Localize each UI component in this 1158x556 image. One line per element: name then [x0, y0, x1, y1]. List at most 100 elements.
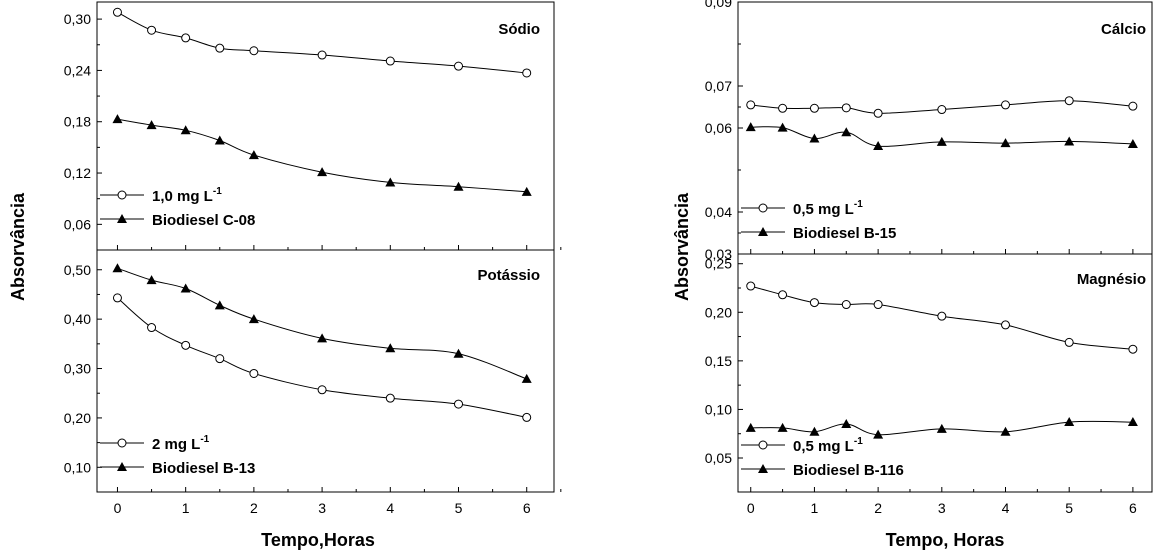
x-tick-label: 6 — [1129, 500, 1137, 516]
data-point-triangle — [1000, 138, 1011, 148]
y-tick-label: 0,50 — [64, 262, 91, 278]
data-point-circle — [1001, 320, 1011, 330]
data-point-triangle — [1000, 426, 1011, 436]
data-point-triangle — [841, 419, 852, 428]
y-tick-label: 0,10 — [64, 459, 91, 475]
data-point-circle — [937, 311, 947, 321]
data-point-circle — [317, 385, 327, 395]
series-line — [750, 285, 1133, 350]
data-point-triangle — [317, 167, 328, 177]
data-point-triangle — [248, 314, 259, 324]
data-point-triangle — [777, 122, 788, 132]
chart-panel-1: 0,10 0,20 0,30 0,40 0,50 0 1 2 3 4 5 6 Potássio 2 mg … — [64, 262, 562, 516]
data-point-circle — [112, 293, 122, 303]
legend-label: 1,0 mg L-1 — [152, 186, 222, 205]
y-tick-label: 0,07 — [705, 78, 732, 94]
legend-label: 2 mg L-1 — [152, 434, 210, 453]
data-point-triangle — [112, 263, 123, 273]
data-point-circle — [385, 393, 395, 403]
data-point-triangle — [1064, 136, 1075, 146]
x-tick-label: 1 — [182, 500, 190, 516]
data-point-circle — [1128, 344, 1138, 354]
x-tick-label: 4 — [386, 500, 394, 516]
data-point-circle — [215, 43, 225, 53]
data-point-circle — [522, 412, 532, 422]
data-point-circle — [809, 103, 819, 113]
data-point-triangle — [936, 136, 947, 146]
x-tick-label: 5 — [455, 500, 463, 516]
data-point-triangle — [385, 177, 396, 187]
data-point-circle — [181, 340, 191, 350]
data-point-triangle — [146, 120, 157, 130]
data-point-triangle — [809, 426, 820, 436]
legend-label: Biodiesel C-08 — [152, 212, 255, 229]
data-point-triangle — [809, 133, 820, 143]
panel-title: Cálcio — [1101, 21, 1146, 38]
data-point-circle — [1064, 337, 1074, 347]
chart-panel-0: 0,06 0,12 0,18 0,24 0,30 Sódio 1,0 mg L-1 Biodi… — [64, 7, 562, 250]
legend-marker-triangle — [758, 227, 768, 236]
x-tick-label: 2 — [874, 500, 882, 516]
data-point-triangle — [214, 135, 225, 145]
data-point-triangle — [936, 423, 947, 433]
y-tick-label: 0,06 — [64, 216, 91, 232]
data-point-triangle — [1127, 417, 1138, 427]
legend-marker-circle — [758, 203, 768, 213]
data-point-circle — [454, 61, 464, 71]
y-tick-label: 0,04 — [705, 204, 732, 220]
legend-marker-circle — [117, 438, 127, 448]
data-point-triangle — [777, 422, 788, 432]
frame-magnesio — [737, 253, 1153, 493]
legend-label: 0,5 mg L-1 — [793, 199, 863, 218]
data-point-triangle — [521, 186, 532, 196]
legend-label: Biodiesel B-116 — [793, 462, 904, 479]
x-tick-label: 0 — [114, 500, 122, 516]
data-point-circle — [249, 368, 259, 378]
series-line — [117, 118, 527, 193]
chart-panel-3: 0,05 0,10 0,15 0,20 0,25 0 1 2 3 4 5 6 Magnésio 0,5 m… — [705, 256, 1146, 516]
data-point-triangle — [453, 181, 464, 191]
x-axis-label-left: Tempo,Horas — [261, 530, 375, 550]
legend-marker-circle — [758, 440, 768, 450]
data-point-circle — [778, 103, 788, 113]
y-tick-label: 0,30 — [64, 11, 91, 27]
x-tick-label: 6 — [523, 500, 531, 516]
y-axis-label-right: Absorvância — [672, 192, 692, 301]
x-tick-label: 2 — [250, 500, 258, 516]
legend-marker-triangle — [117, 214, 127, 223]
panel-title: Sódio — [498, 21, 540, 38]
x-tick-label: 3 — [318, 500, 326, 516]
y-axis-label-left: Absorvância — [8, 192, 28, 301]
y-tick-label: 0,12 — [64, 165, 91, 181]
data-point-triangle — [1127, 138, 1138, 148]
data-point-triangle — [873, 141, 884, 151]
series-line — [117, 297, 527, 418]
data-point-triangle — [180, 125, 191, 135]
data-point-triangle — [214, 300, 225, 310]
data-point-circle — [147, 323, 157, 333]
y-tick-label: 0,18 — [64, 114, 91, 130]
data-point-circle — [181, 33, 191, 43]
series-line — [117, 267, 527, 380]
x-tick-label: 3 — [938, 500, 946, 516]
data-point-circle — [746, 281, 756, 291]
data-point-triangle — [317, 333, 328, 343]
data-point-triangle — [112, 114, 123, 124]
data-point-circle — [522, 68, 532, 78]
y-tick-label: 0,40 — [64, 311, 91, 327]
series-line — [750, 420, 1133, 436]
data-point-circle — [873, 300, 883, 310]
data-point-triangle — [873, 429, 884, 439]
y-tick-label: 0,25 — [705, 256, 732, 272]
data-point-circle — [937, 105, 947, 115]
data-point-circle — [317, 50, 327, 60]
data-point-circle — [841, 300, 851, 310]
data-point-circle — [778, 290, 788, 300]
data-point-circle — [454, 399, 464, 409]
y-tick-label: 0,06 — [705, 120, 732, 136]
chart-panel-2: 0,03 0,04 0,06 0,07 0,09 Cálcio 0,5 mg L-1 Biod… — [705, 0, 1146, 262]
data-point-triangle — [1064, 417, 1075, 427]
y-tick-label: 0,10 — [705, 401, 732, 417]
y-tick-label: 0,15 — [705, 353, 732, 369]
